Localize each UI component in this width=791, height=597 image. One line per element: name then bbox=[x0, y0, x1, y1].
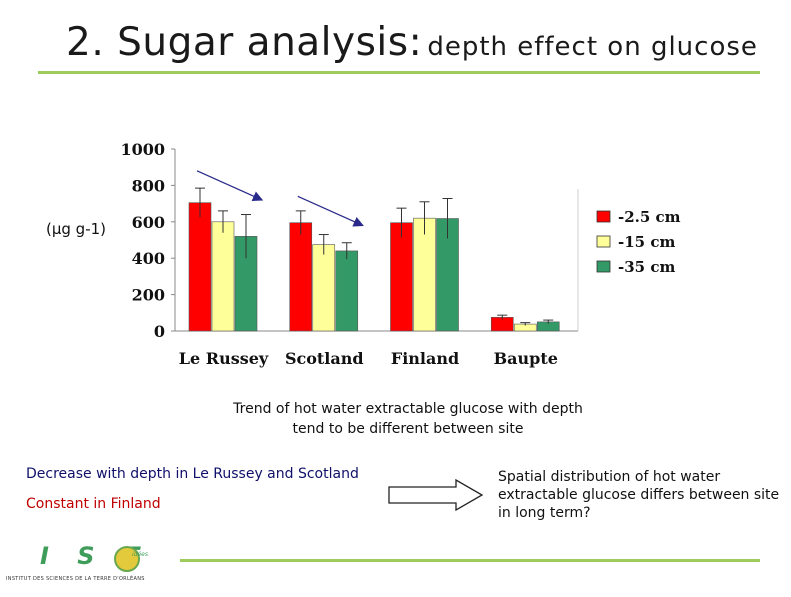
legend-swatch bbox=[596, 235, 611, 248]
logo-suffix: idées bbox=[132, 551, 148, 558]
x-tick-label: Baupte bbox=[494, 349, 558, 368]
bar bbox=[390, 222, 413, 332]
y-tick-label: 1000 bbox=[120, 140, 165, 159]
x-tick-label: Finland bbox=[391, 349, 459, 368]
logo-leaf-icon bbox=[114, 546, 140, 572]
right-arrow-icon bbox=[388, 478, 484, 512]
bar bbox=[211, 221, 235, 332]
ist-logo: I S T idées INSTITUT DES SCIENCES DE LA … bbox=[6, 542, 170, 590]
chart-caption: Trend of hot water extractable glucose w… bbox=[200, 399, 616, 439]
title-underline bbox=[38, 71, 760, 74]
legend-label: -2.5 cm bbox=[618, 208, 681, 226]
bar bbox=[413, 217, 436, 332]
legend-swatch bbox=[596, 260, 611, 273]
y-tick-label: 400 bbox=[132, 249, 165, 268]
x-tick-label: Scotland bbox=[285, 349, 364, 368]
trend-arrow-scotland bbox=[297, 195, 364, 227]
caption-line-2: tend to be different between site bbox=[292, 421, 524, 437]
bar bbox=[188, 202, 212, 332]
bar bbox=[312, 244, 336, 332]
y-tick-label: 800 bbox=[132, 176, 165, 195]
y-tick-label: 200 bbox=[132, 286, 165, 305]
x-tick-label: Le Russey bbox=[179, 349, 269, 368]
legend-label: -35 cm bbox=[618, 258, 675, 276]
legend-label: -15 cm bbox=[618, 233, 675, 251]
y-tick-label: 600 bbox=[132, 213, 165, 232]
legend-swatch bbox=[596, 210, 611, 223]
footer-rule bbox=[180, 559, 760, 562]
y-tick-label: 0 bbox=[154, 322, 165, 341]
trend-arrow-le-russey bbox=[196, 170, 264, 201]
caption-line-1: Trend of hot water extractable glucose w… bbox=[233, 401, 583, 417]
bar bbox=[335, 250, 359, 332]
title-sub: depth effect on glucose bbox=[427, 32, 758, 62]
bar bbox=[289, 222, 313, 332]
conclusion-text: Spatial distribution of hot water extrac… bbox=[498, 469, 780, 521]
finding-constant: Constant in Finland bbox=[26, 496, 161, 512]
slide-title: 2. Sugar analysis: depth effect on gluco… bbox=[66, 20, 766, 65]
finding-decrease: Decrease with depth in Le Russey and Sco… bbox=[26, 466, 359, 482]
title-main: 2. Sugar analysis: bbox=[66, 20, 423, 65]
y-axis-label: (µg g-1) bbox=[46, 220, 106, 238]
logo-caption: INSTITUT DES SCIENCES DE LA TERRE D'ORLÉ… bbox=[6, 576, 145, 582]
